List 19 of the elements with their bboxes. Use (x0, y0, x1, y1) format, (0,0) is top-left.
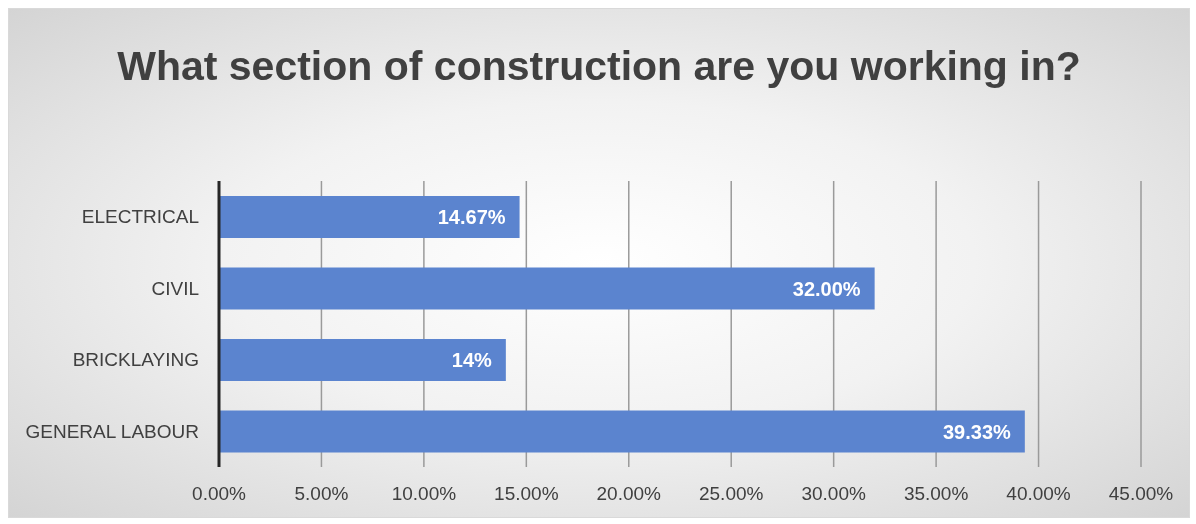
data-label: 39.33% (942, 420, 1012, 443)
x-tick-label: 30.00% (801, 483, 866, 505)
x-tick-label: 40.00% (1006, 483, 1071, 505)
y-tick-label: BRICKLAYING (72, 349, 199, 371)
data-label: 14% (451, 349, 493, 372)
chart-title: What section of construction are you working in? (116, 42, 1082, 91)
x-tick-label: 0.00% (192, 483, 247, 505)
x-tick-label: 25.00% (699, 483, 764, 505)
data-label: 32.00% (792, 277, 861, 300)
x-tick-label: 35.00% (903, 483, 969, 505)
y-tick-label: CIVIL (151, 277, 199, 299)
y-tick-label: ELECTRICAL (81, 206, 199, 228)
x-tick-label: 15.00% (494, 483, 559, 505)
y-tick-label: GENERAL LABOUR (25, 420, 199, 442)
data-label: 14.67% (437, 206, 506, 229)
x-tick-label: 10.00% (391, 483, 457, 505)
x-tick-label: 45.00% (1108, 483, 1174, 505)
x-tick-label: 20.00% (596, 483, 662, 505)
x-tick-label: 5.00% (294, 483, 349, 505)
